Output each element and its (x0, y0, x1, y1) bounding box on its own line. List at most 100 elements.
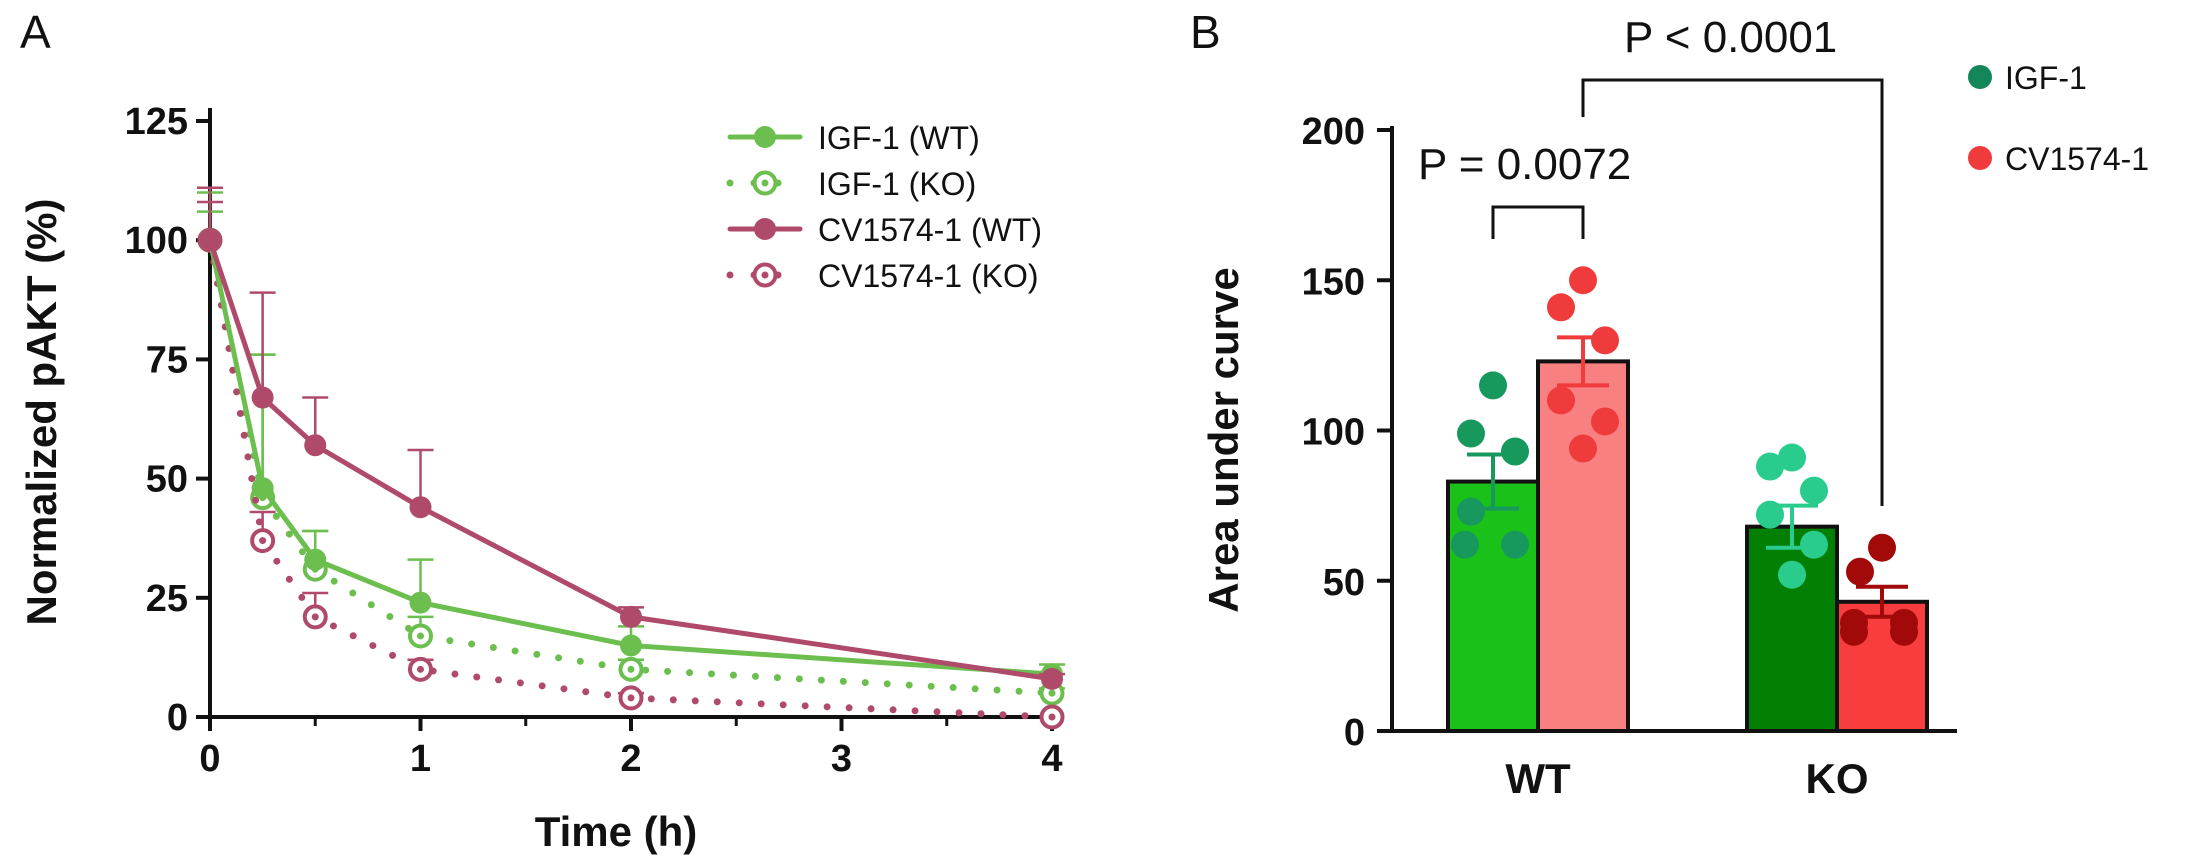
legend-label: CV1574-1 (KO) (818, 258, 1039, 294)
legend-label: IGF-1 (2005, 60, 2087, 96)
legend-label: IGF-1 (KO) (818, 166, 976, 202)
x-tick-label: 3 (831, 738, 852, 780)
y-tick-label: 50 (1323, 562, 1365, 604)
y-tick-label: 0 (1344, 712, 1365, 754)
data-point-center (417, 665, 424, 673)
data-point-center (259, 537, 267, 545)
legend-item-cv1574-1-ko: CV1574-1 (KO) (726, 258, 1039, 294)
series-line (207, 237, 1055, 677)
y-tick-label: 50 (146, 459, 188, 501)
y-tick-label: 75 (146, 339, 188, 381)
panel-b-bar-chart: 0 50 100 150 200 WT KO Area under curve P = 0… (1200, 13, 2149, 802)
data-point (409, 496, 432, 519)
x-tick-label: 1 (410, 738, 431, 780)
data-point (620, 605, 642, 628)
legend-label: IGF-1 (WT) (818, 120, 980, 156)
data-point (620, 634, 642, 657)
data-point (1501, 530, 1529, 559)
p-value-label: P = 0.0072 (1418, 140, 1631, 189)
x-category-label: WT (1505, 755, 1571, 802)
panel-a-x-ticks: 0 1 2 3 4 (199, 717, 1063, 780)
legend-item-igf-1-wt: IGF-1 (WT) (727, 120, 980, 156)
y-tick-label: 100 (1302, 412, 1365, 454)
data-point (1451, 530, 1479, 559)
panel-a-x-axis-title: Time (h) (535, 808, 698, 855)
data-point (1840, 617, 1868, 646)
panel-b-letter: B (1190, 6, 1221, 58)
legend-item-cv1574-1-wt: CV1574-1 (WT) (727, 212, 1042, 248)
comparison-wt: P = 0.0072 (1418, 140, 1631, 239)
data-point (251, 477, 274, 500)
data-point-center (311, 613, 319, 621)
bar-wt-igf-1 (1446, 371, 1540, 733)
legend-marker (754, 218, 776, 240)
data-point (304, 434, 327, 457)
legend-label: CV1574-1 (WT) (818, 212, 1042, 248)
data-point (1778, 560, 1806, 589)
data-point (1479, 371, 1507, 400)
legend-item-igf-1-ko: IGF-1 (KO) (726, 166, 976, 202)
data-point (1457, 419, 1485, 448)
panel-a-y-ticks: 0 25 50 75 100 125 (125, 101, 210, 739)
bar-ko-igf-1 (1745, 443, 1839, 733)
legend-marker (1968, 146, 1992, 170)
x-tick-label: 2 (620, 738, 641, 780)
p-value-label: P < 0.0001 (1624, 13, 1837, 62)
bar-ko-cv1574-1 (1835, 533, 1929, 733)
data-point (1547, 293, 1575, 322)
data-point (1868, 533, 1896, 562)
series-line (207, 237, 1055, 682)
data-point (1569, 266, 1597, 295)
comparison-cv1574: P < 0.0001 (1581, 13, 1884, 506)
y-tick-label: 25 (146, 578, 188, 620)
legend-marker-center (761, 271, 769, 279)
bar (1745, 524, 1839, 733)
x-category-label: KO (1806, 755, 1869, 802)
data-point (304, 548, 327, 571)
panel-a-series (197, 186, 1065, 730)
data-point-center (1048, 713, 1056, 721)
data-point-center (627, 665, 635, 673)
data-point (1547, 386, 1575, 415)
panel-b-significance-brackets: P = 0.0072 P < 0.0001 (1418, 13, 1884, 506)
x-tick-label: 0 (199, 738, 220, 780)
data-point (1778, 443, 1806, 472)
data-point (199, 229, 221, 252)
data-point (1457, 497, 1485, 526)
x-tick-label: 4 (1041, 738, 1062, 780)
data-point (409, 591, 432, 614)
panel-b-bars (1446, 266, 1929, 733)
panel-b-y-ticks: 0 50 100 150 200 (1302, 111, 1392, 754)
data-point (1756, 452, 1784, 481)
panel-b-legend: IGF-1 CV1574-1 (1968, 60, 2149, 177)
data-point (1800, 476, 1828, 505)
y-tick-label: 150 (1302, 261, 1365, 303)
data-point (1800, 530, 1828, 559)
legend-marker-center (761, 179, 769, 187)
panel-b-x-ticks: WT KO (1505, 755, 1868, 802)
panel-a-legend: IGF-1 (WT) IGF-1 (KO) CV1574-1 (WT) CV1574-… (726, 120, 1042, 294)
data-point (1890, 617, 1918, 646)
bracket (1581, 78, 1884, 506)
y-tick-label: 100 (125, 220, 188, 262)
data-point (1756, 500, 1784, 529)
bar-wt-cv1574-1 (1536, 266, 1630, 733)
data-point (1846, 557, 1874, 586)
data-point (1041, 667, 1063, 690)
data-point-center (417, 632, 424, 640)
y-tick-label: 0 (167, 697, 188, 739)
data-point (1501, 437, 1529, 466)
legend-marker (1968, 65, 1992, 89)
legend-item-cv1574-1: CV1574-1 (1968, 141, 2149, 177)
data-point-center (1048, 689, 1056, 697)
data-point (1591, 326, 1619, 355)
panel-b-y-axis-title: Area under curve (1200, 267, 1247, 612)
legend-label: CV1574-1 (2005, 141, 2149, 177)
data-point (251, 386, 274, 409)
legend-marker (754, 126, 776, 148)
y-tick-label: 200 (1302, 111, 1365, 153)
y-tick-label: 125 (125, 101, 188, 143)
panel-a-y-axis-title: Normalized pAKT (%) (18, 198, 65, 625)
